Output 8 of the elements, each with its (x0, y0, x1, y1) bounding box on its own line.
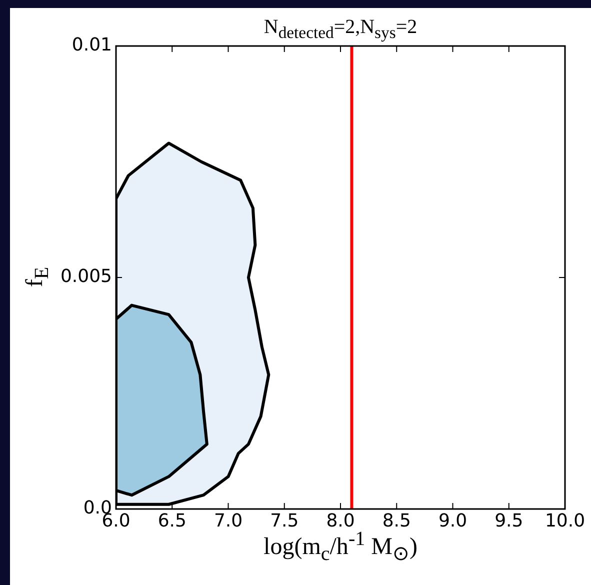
y-tick-label: 0.005 (60, 266, 112, 288)
x-tick-label: 10.0 (544, 510, 586, 532)
x-tick-label: 9.5 (494, 510, 524, 532)
x-tick-label: 9.0 (438, 510, 468, 532)
x-tick-label: 6.5 (158, 510, 186, 532)
x-tick-label: 7.0 (214, 510, 243, 532)
y-tick-label: 0.01 (72, 34, 112, 56)
chart-title: N$_{detected}$=2,N$_{sys}$=2 (262, 16, 418, 43)
